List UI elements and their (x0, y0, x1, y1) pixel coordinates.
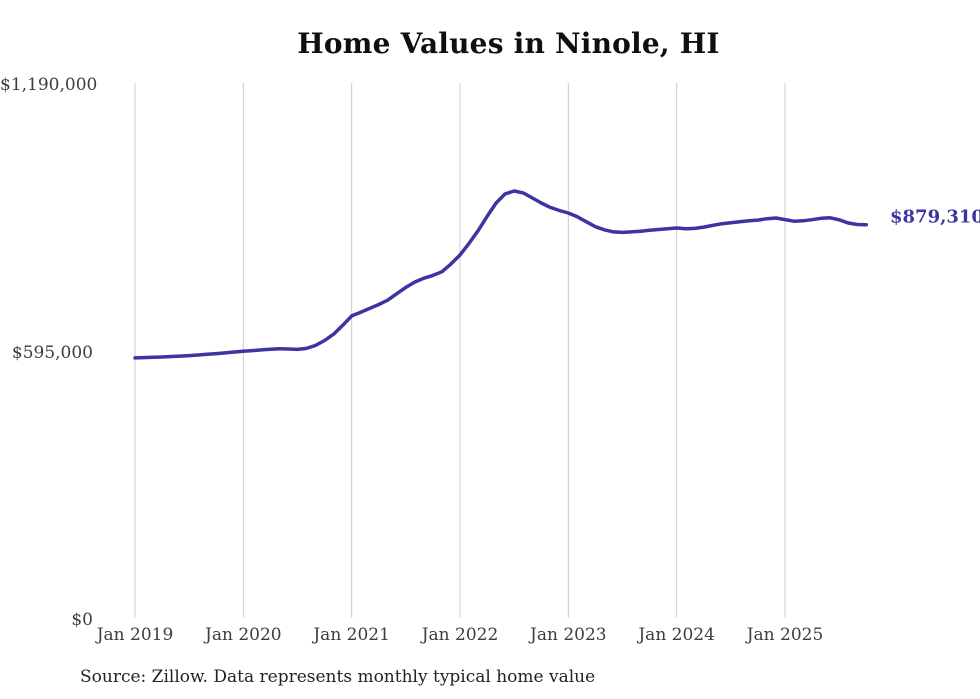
x-tick-label: Jan 2021 (313, 625, 390, 645)
latest-value-label: $879,310 (890, 206, 980, 228)
y-tick-label: $0 (71, 610, 93, 630)
chart-title: Home Values in Ninole, HI (297, 27, 720, 60)
x-tick-label: Jan 2019 (96, 625, 174, 645)
x-tick-label: Jan 2024 (638, 625, 715, 645)
home-value-line (133, 189, 869, 360)
x-tick-label: Jan 2022 (421, 625, 499, 645)
x-tick-label: Jan 2020 (205, 625, 282, 645)
y-tick-label: $595,000 (11, 342, 93, 363)
x-tick-label: Jan 2023 (530, 625, 607, 645)
x-tick-label: Jan 2025 (746, 625, 824, 645)
source-note: Source: Zillow. Data represents monthly … (80, 667, 596, 687)
y-tick-label: $1,190,000 (0, 75, 98, 95)
gridline-group (134, 83, 786, 618)
